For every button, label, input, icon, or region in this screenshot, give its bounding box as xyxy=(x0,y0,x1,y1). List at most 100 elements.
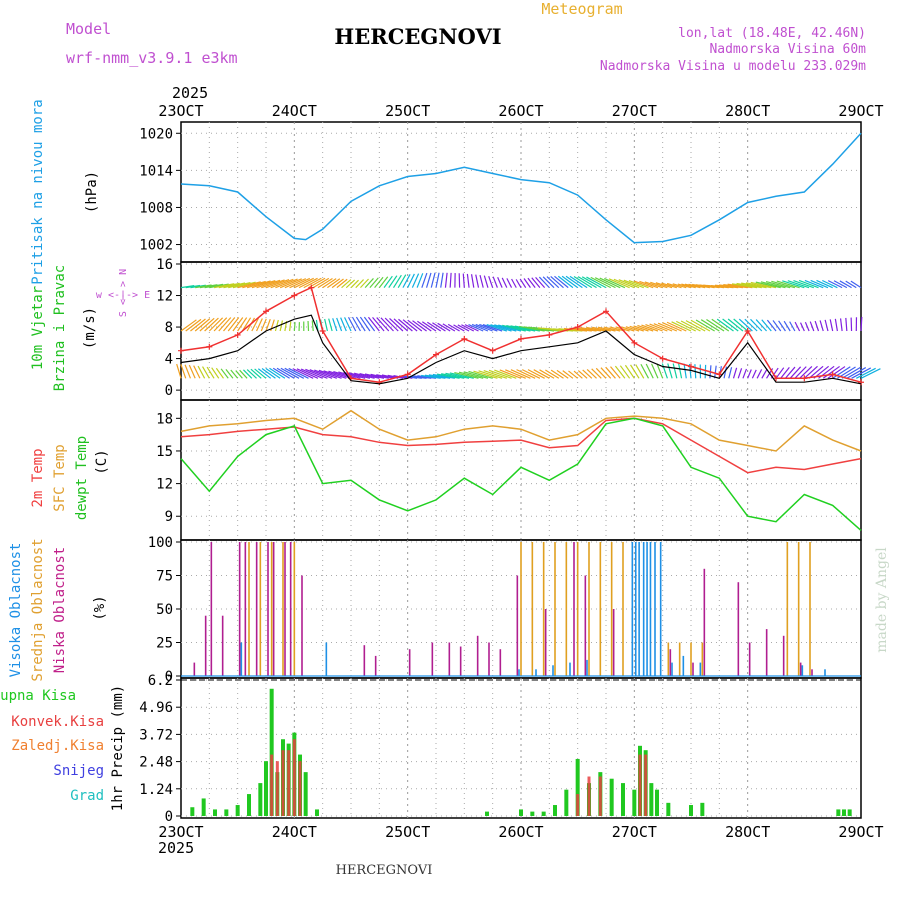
wind-unit: (m/s) xyxy=(82,307,98,349)
wind-arrow xyxy=(587,369,596,378)
x-tick-label-bottom: 28OCT xyxy=(725,823,770,841)
wind-gust-marker xyxy=(461,336,467,342)
wind-arrow xyxy=(748,370,752,379)
precip-bar xyxy=(190,807,194,816)
wind-arrow xyxy=(337,318,342,331)
precip-bar xyxy=(202,798,206,816)
wind-arrow xyxy=(851,281,861,288)
wind-arrow xyxy=(536,277,545,287)
y-tick-label: 8 xyxy=(165,320,173,336)
pressure-unit: (hPa) xyxy=(84,171,100,213)
temp-unit: (C) xyxy=(94,449,110,474)
wind-arrow xyxy=(734,368,737,379)
precip-bar xyxy=(610,779,614,816)
wind-arrow xyxy=(365,278,373,287)
y-tick-label: 15 xyxy=(156,444,173,460)
wind-arrow xyxy=(767,320,776,331)
precip-bar xyxy=(282,750,285,816)
x-tick-label-bottom: 29OCT xyxy=(838,823,883,841)
wind-arrow xyxy=(856,368,875,378)
y-tick-label: 3.72 xyxy=(139,727,173,743)
wind-arrow xyxy=(436,273,439,288)
wind-arrow xyxy=(489,276,493,288)
wind-arrow xyxy=(830,319,832,331)
wind-arrow xyxy=(294,322,295,331)
wind-arrow xyxy=(427,273,431,288)
precip-bar xyxy=(276,761,279,816)
precip-plot xyxy=(181,680,861,816)
precip-bar xyxy=(689,805,693,816)
wind-arrow xyxy=(752,370,756,378)
wind-plot xyxy=(177,273,881,386)
precip-bar xyxy=(836,809,840,816)
wind-arrow xyxy=(805,322,809,331)
precip-bar xyxy=(258,783,262,816)
wind-gust-marker xyxy=(518,336,524,342)
wind-arrow xyxy=(370,278,378,288)
wind-arrow xyxy=(785,367,795,378)
wind-arrow xyxy=(450,273,451,288)
precip-unit: 1hr Precip (mm) xyxy=(110,685,126,811)
temp-label-dewpt: dewpt Temp xyxy=(74,436,90,520)
wind-gust-marker xyxy=(206,344,212,350)
precip-bar xyxy=(270,755,273,816)
precip-bar xyxy=(848,809,852,816)
wind-arrow xyxy=(484,276,488,288)
pressure-label: Pritisak na nivou mora xyxy=(30,99,46,284)
wind-arrow xyxy=(743,369,747,378)
wind-gust-marker xyxy=(178,348,184,354)
wind-arrow xyxy=(507,278,512,287)
precip-bar xyxy=(564,790,568,816)
wind-arrow xyxy=(333,318,337,331)
wind-arrow xyxy=(516,279,521,287)
temp-plot xyxy=(181,411,861,531)
wind-arrow xyxy=(346,280,354,288)
panel-frame xyxy=(181,122,861,262)
precip-bar xyxy=(530,812,534,816)
y-tick-label: 75 xyxy=(156,569,173,585)
y-tick-label: 16 xyxy=(156,257,173,273)
wind-arrow xyxy=(502,278,507,288)
wind-arrow xyxy=(360,279,368,288)
wind-arrow xyxy=(841,318,843,331)
y-tick-label: 1014 xyxy=(139,163,173,179)
page-title: HERCEGNOVI xyxy=(334,24,501,49)
y-tick-label: 4.96 xyxy=(139,700,173,716)
precip-legend-entry: Ukupna Kisa xyxy=(0,688,76,704)
wind-arrow xyxy=(261,319,266,331)
precip-bar xyxy=(236,805,240,816)
precip-bar xyxy=(649,783,653,816)
wind-arrow xyxy=(668,364,672,379)
precip-bar xyxy=(299,761,302,816)
wind-arrow xyxy=(592,369,602,378)
precip-bar xyxy=(293,739,296,816)
temp-2m-line xyxy=(181,418,861,472)
precip-legend-entry: Zaledj.Kisa xyxy=(11,738,104,754)
wind-arrow xyxy=(379,277,387,288)
precip-bar xyxy=(287,750,290,816)
wind-arrow xyxy=(684,364,686,379)
precip-bar xyxy=(588,777,591,816)
wind-arrow xyxy=(463,274,464,288)
wind-gust-marker xyxy=(291,293,297,299)
wind-arrow xyxy=(480,275,483,288)
x-tick-label-top: 26OCT xyxy=(498,102,543,120)
precip-bar xyxy=(621,783,625,816)
y-tick-label: 2.48 xyxy=(139,755,173,771)
wind-arrow xyxy=(606,367,616,378)
wind-arrow xyxy=(325,319,328,331)
wind-arrow xyxy=(810,322,814,331)
wind-arrow xyxy=(611,367,621,379)
wind-arrow xyxy=(472,274,474,287)
wind-arrow xyxy=(815,321,818,331)
wind-arrow xyxy=(329,319,332,331)
wind-arrow xyxy=(243,370,251,378)
x-tick-label-bottom: 25OCT xyxy=(385,823,430,841)
precip-bar xyxy=(639,755,642,816)
precip-bar xyxy=(700,803,704,816)
wind-arrow xyxy=(574,371,582,378)
wind-arrow xyxy=(729,367,732,378)
precip-legend-entry: Grad xyxy=(70,788,104,804)
